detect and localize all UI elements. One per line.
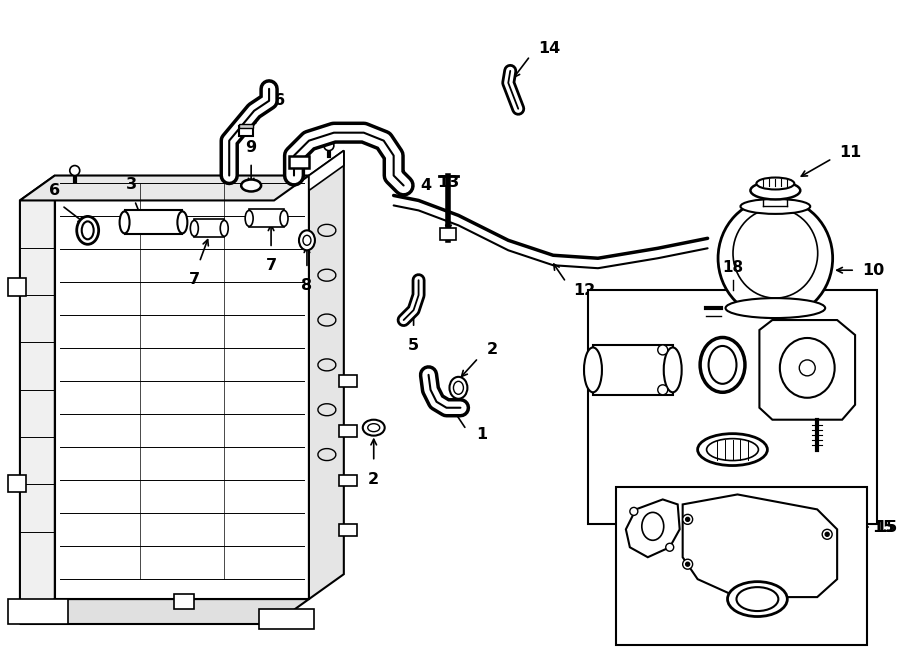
Ellipse shape <box>299 230 315 250</box>
Bar <box>289 156 309 167</box>
Bar <box>8 475 26 493</box>
Bar <box>124 211 183 234</box>
Bar <box>338 524 356 536</box>
Ellipse shape <box>245 211 253 226</box>
Text: 2: 2 <box>486 342 498 357</box>
Ellipse shape <box>584 348 602 393</box>
Text: 18: 18 <box>722 260 743 275</box>
Ellipse shape <box>663 348 681 393</box>
Circle shape <box>799 360 815 376</box>
Ellipse shape <box>82 221 94 239</box>
Polygon shape <box>760 320 855 420</box>
Ellipse shape <box>779 338 834 398</box>
Bar <box>338 475 356 487</box>
Ellipse shape <box>220 220 229 236</box>
Bar <box>440 228 456 240</box>
Ellipse shape <box>241 179 261 191</box>
Circle shape <box>683 559 693 569</box>
Bar <box>338 375 356 387</box>
Ellipse shape <box>454 381 464 395</box>
Ellipse shape <box>736 587 778 611</box>
Text: 7: 7 <box>266 258 276 273</box>
Bar <box>616 487 867 645</box>
Ellipse shape <box>706 439 759 461</box>
Polygon shape <box>20 175 309 201</box>
Text: 16: 16 <box>708 627 731 642</box>
Bar <box>239 124 253 128</box>
Text: 14: 14 <box>538 42 561 56</box>
Ellipse shape <box>741 199 810 214</box>
Bar <box>8 278 26 296</box>
Bar <box>249 209 284 227</box>
Ellipse shape <box>120 211 130 233</box>
Polygon shape <box>55 175 309 599</box>
Circle shape <box>630 507 638 516</box>
Ellipse shape <box>191 220 198 236</box>
Ellipse shape <box>733 209 818 298</box>
Text: 10: 10 <box>862 263 885 277</box>
Ellipse shape <box>727 582 788 616</box>
Ellipse shape <box>756 177 795 189</box>
Ellipse shape <box>280 211 288 226</box>
Text: 1: 1 <box>476 427 488 442</box>
Text: 15: 15 <box>872 520 895 535</box>
Text: 8: 8 <box>302 278 312 293</box>
Circle shape <box>658 345 668 355</box>
Ellipse shape <box>449 377 467 399</box>
Bar <box>338 425 356 437</box>
Text: 20: 20 <box>661 440 683 455</box>
Bar <box>588 290 877 524</box>
Polygon shape <box>626 499 680 557</box>
Ellipse shape <box>700 338 745 393</box>
Circle shape <box>324 140 334 151</box>
Ellipse shape <box>718 199 832 318</box>
Text: 6: 6 <box>274 93 285 109</box>
Ellipse shape <box>303 235 310 246</box>
Text: 4: 4 <box>420 178 432 193</box>
Bar <box>8 599 68 624</box>
Polygon shape <box>309 151 344 599</box>
Text: 3: 3 <box>126 177 137 193</box>
Text: 9: 9 <box>246 140 256 155</box>
Ellipse shape <box>751 181 800 199</box>
Ellipse shape <box>177 211 187 233</box>
Text: 2: 2 <box>368 471 379 487</box>
Circle shape <box>825 532 829 536</box>
Text: 6: 6 <box>50 183 60 199</box>
Text: 17: 17 <box>596 497 618 512</box>
Bar <box>175 594 194 609</box>
Bar <box>194 219 224 237</box>
Text: 19: 19 <box>711 418 733 433</box>
Circle shape <box>70 166 80 175</box>
Circle shape <box>686 562 689 566</box>
Ellipse shape <box>698 434 768 465</box>
Circle shape <box>686 518 689 522</box>
Bar <box>259 609 314 629</box>
Text: 5: 5 <box>408 338 419 353</box>
Text: 13: 13 <box>437 175 460 191</box>
Polygon shape <box>20 175 55 624</box>
Text: 12: 12 <box>573 283 595 298</box>
Ellipse shape <box>725 298 825 318</box>
Ellipse shape <box>368 424 380 432</box>
Ellipse shape <box>642 512 663 540</box>
Bar <box>593 345 672 395</box>
Polygon shape <box>20 599 309 624</box>
Ellipse shape <box>363 420 384 436</box>
Ellipse shape <box>708 346 736 384</box>
Bar <box>239 126 253 136</box>
Text: 7: 7 <box>189 272 200 287</box>
Polygon shape <box>683 495 837 597</box>
Circle shape <box>683 514 693 524</box>
Text: 15: 15 <box>875 520 897 535</box>
Text: 11: 11 <box>839 145 861 160</box>
Circle shape <box>658 385 668 395</box>
Circle shape <box>823 530 832 540</box>
Ellipse shape <box>76 216 99 244</box>
Polygon shape <box>309 151 344 191</box>
Circle shape <box>666 544 674 551</box>
